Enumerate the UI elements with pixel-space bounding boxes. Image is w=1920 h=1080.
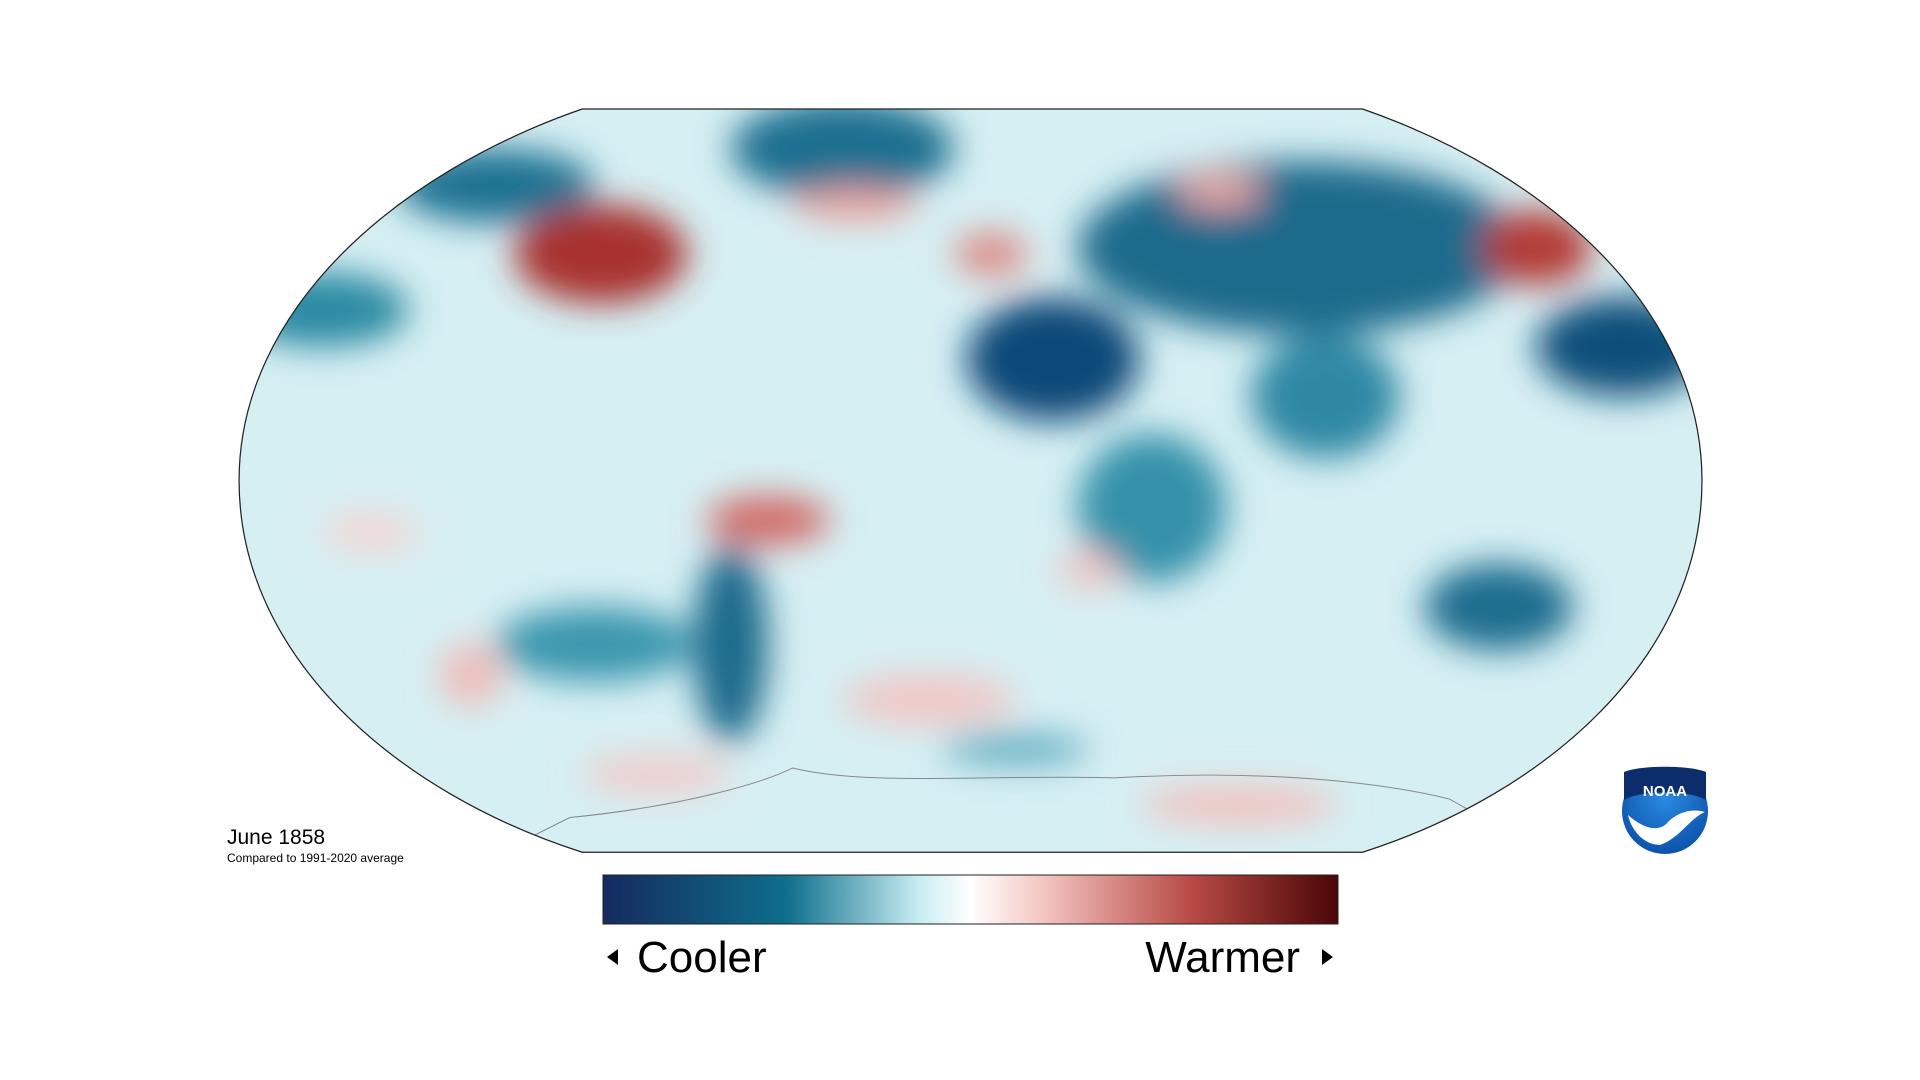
warmer-arrow (1322, 949, 1333, 965)
logo-text: NOAA (1643, 783, 1687, 800)
antarctica-outline (495, 767, 1551, 853)
color-bar (602, 874, 1339, 925)
anomaly-field (239, 109, 1702, 853)
map-title: June 1858 (227, 826, 325, 849)
map-outline (238, 108, 1703, 853)
logo-bird (1628, 810, 1705, 845)
cooler-arrow (607, 949, 618, 965)
noaa-logo: NOAA (1622, 766, 1708, 854)
anomaly-blobs (239, 109, 1702, 824)
logo-top (1624, 766, 1706, 800)
legend-low-label: Cooler (637, 933, 767, 982)
map-subtitle: Compared to 1991-2020 average (227, 851, 404, 865)
legend-high-label: Warmer (1145, 933, 1300, 982)
